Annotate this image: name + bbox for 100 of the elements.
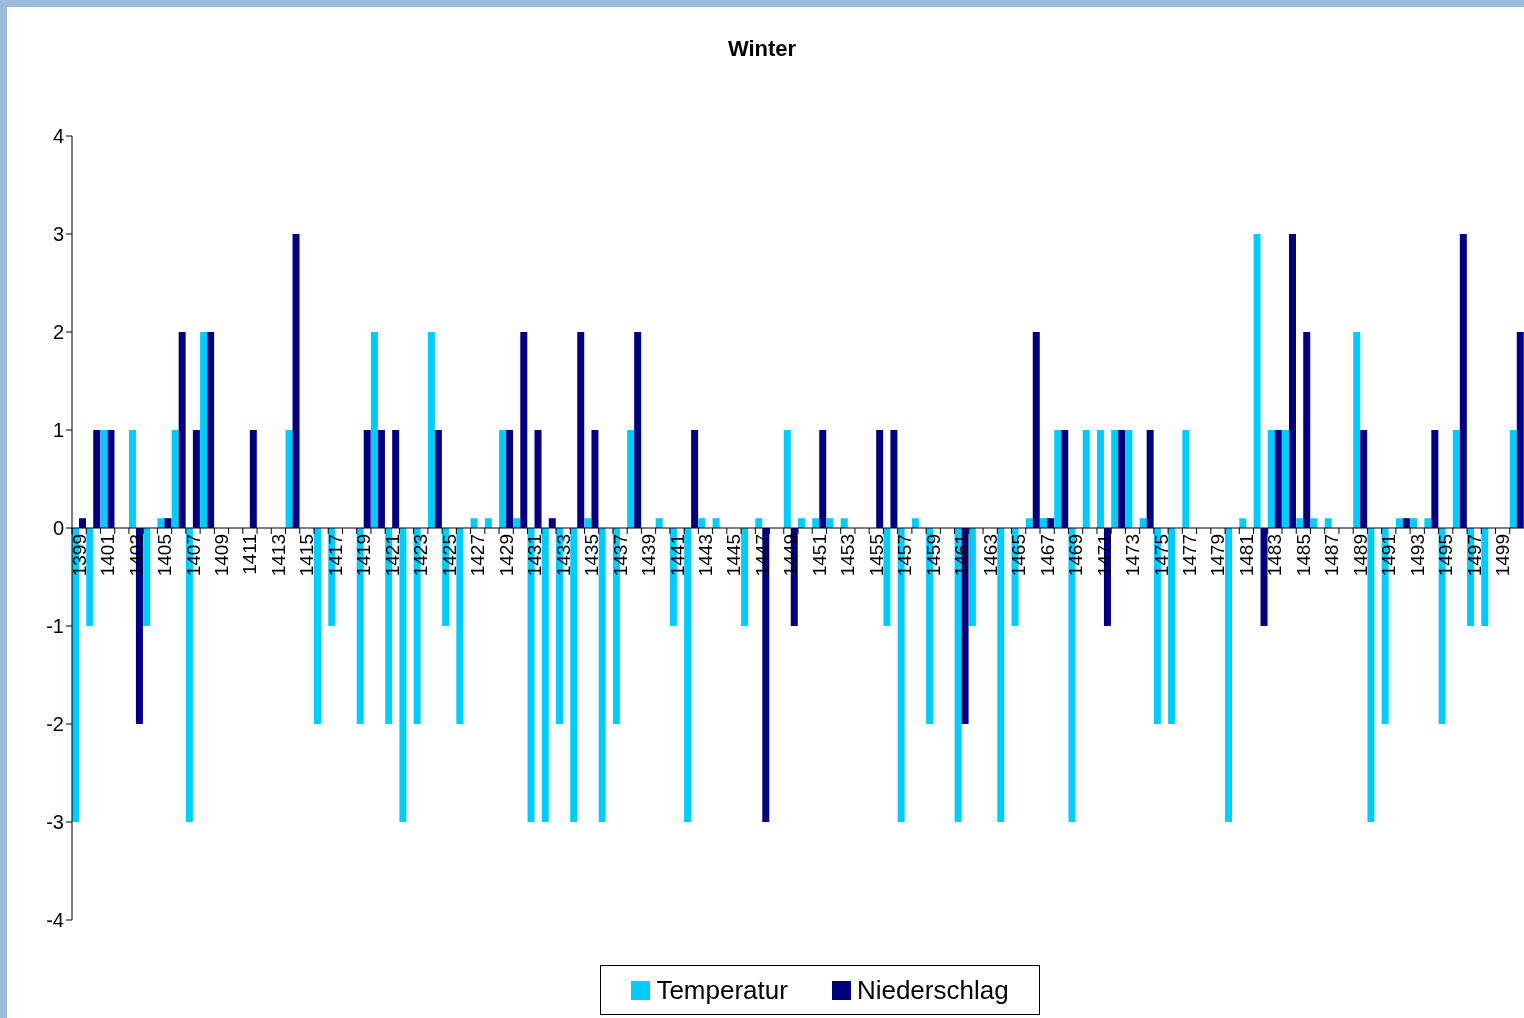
bar [1146, 430, 1154, 528]
bar [541, 528, 549, 822]
bar [655, 518, 663, 528]
bar [499, 430, 507, 528]
bar [200, 332, 208, 528]
x-tick-label: 1455 [865, 534, 887, 577]
bar [691, 430, 699, 528]
bar [598, 528, 606, 822]
x-tick-label: 1443 [694, 534, 716, 577]
y-tick-label: -2 [46, 713, 64, 736]
bar [171, 430, 179, 528]
bar [1125, 430, 1133, 528]
bar [93, 430, 101, 528]
bar [1040, 518, 1047, 528]
bar [192, 430, 200, 528]
bar [840, 518, 848, 528]
bar [1402, 518, 1410, 528]
x-tick-label: 1463 [979, 534, 1001, 577]
bar [100, 430, 108, 528]
x-tick-label: 1499 [1492, 534, 1514, 577]
bar [883, 528, 891, 626]
x-tick-label: 1445 [723, 534, 745, 577]
x-tick-label: 1475 [1150, 534, 1172, 577]
bar [79, 518, 86, 528]
bar [755, 518, 763, 528]
bar [997, 528, 1005, 822]
bar [698, 518, 706, 528]
bar [584, 518, 592, 528]
x-tick-label: 1491 [1378, 534, 1400, 577]
bar [1168, 528, 1176, 724]
y-tick-label: -3 [46, 811, 64, 834]
x-tick-label: 1495 [1435, 534, 1457, 577]
bar [783, 430, 791, 528]
x-tick-label: 1483 [1264, 534, 1286, 577]
x-tick-label: 1493 [1406, 534, 1428, 577]
x-tick-label: 1449 [780, 534, 802, 577]
bar [1282, 430, 1289, 528]
bar [370, 332, 378, 528]
bar [826, 518, 834, 528]
bar [1082, 430, 1090, 528]
bar [434, 430, 442, 528]
bar [1481, 528, 1489, 626]
bar [456, 528, 464, 724]
bar [164, 518, 172, 528]
x-tick-label: 1399 [68, 534, 90, 577]
bar [812, 518, 820, 528]
y-tick-label: 3 [52, 223, 64, 246]
bar [128, 430, 136, 528]
bar [1139, 518, 1147, 528]
bar [1118, 430, 1126, 528]
bar [741, 528, 749, 626]
x-tick-label: 1497 [1463, 534, 1485, 577]
bar [1253, 234, 1261, 528]
bar [377, 430, 385, 528]
y-tick-label: -4 [46, 909, 64, 932]
chart-title: Winter [726, 36, 798, 62]
bar [627, 430, 635, 528]
bar [1239, 518, 1247, 528]
bar [1025, 518, 1033, 528]
x-tick-label: 1429 [495, 534, 517, 577]
bar [427, 332, 435, 528]
x-tick-label: 1481 [1235, 534, 1257, 577]
y-tick-label: -1 [46, 615, 64, 638]
y-tick-label: 1 [52, 419, 64, 442]
legend-label: Temperatur [656, 974, 788, 1006]
bar [911, 518, 919, 528]
bar [1225, 528, 1233, 822]
bar [520, 332, 528, 528]
x-tick-label: 1409 [210, 534, 232, 577]
bar [1395, 518, 1403, 528]
bar [1289, 234, 1296, 528]
x-tick-label: 1453 [837, 534, 859, 577]
bar [1182, 430, 1190, 528]
x-tick-label: 1417 [324, 534, 346, 577]
bar [1310, 518, 1318, 528]
bar [798, 518, 805, 528]
bar [1367, 528, 1375, 822]
x-tick-label: 1465 [1008, 534, 1030, 577]
bar [1431, 430, 1439, 528]
bar [634, 332, 642, 528]
bar [249, 430, 257, 528]
bar [314, 528, 321, 724]
bar [506, 430, 514, 528]
bar [1296, 518, 1304, 528]
bar [1459, 234, 1467, 528]
bar [890, 430, 898, 528]
x-tick-label: 1437 [609, 534, 631, 577]
bar [684, 528, 692, 822]
x-tick-label: 1477 [1178, 534, 1200, 577]
x-tick-label: 1439 [638, 534, 660, 577]
bar [392, 430, 400, 528]
x-tick-label: 1419 [353, 534, 375, 577]
legend-label: Niederschlag [856, 974, 1009, 1006]
x-tick-label: 1485 [1292, 534, 1314, 577]
x-tick-label: 1413 [267, 534, 289, 577]
bar [513, 518, 521, 528]
bar [178, 332, 186, 528]
bar [1267, 430, 1275, 528]
bar [1324, 518, 1332, 528]
bar [534, 430, 542, 528]
